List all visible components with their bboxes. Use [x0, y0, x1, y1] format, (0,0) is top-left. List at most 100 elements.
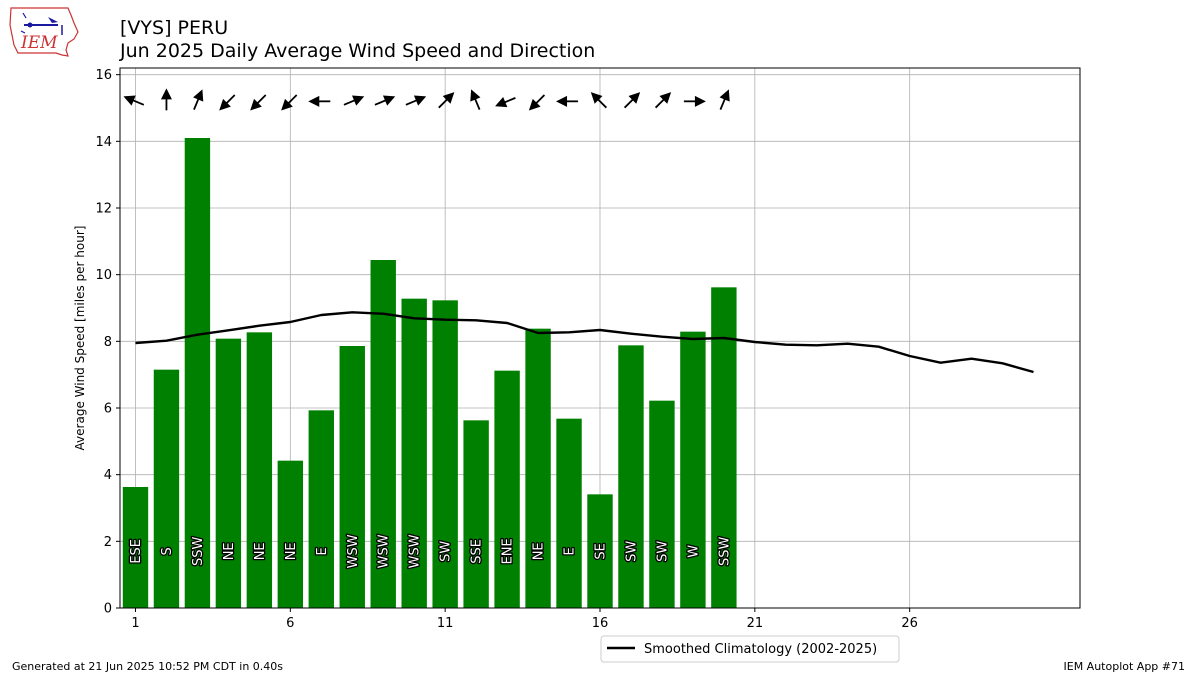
arrow-shaft: [193, 98, 200, 110]
direction-label: WSW: [408, 534, 423, 568]
bar-day-16: [587, 494, 613, 608]
arrow-head: [352, 95, 365, 106]
chart-title: [VYS] PERU: [120, 17, 229, 39]
bar-day-10: [401, 298, 427, 608]
wind-arrow-icon: [160, 88, 172, 111]
y-tick-label: 12: [95, 202, 112, 217]
footer-app: IEM Autoplot App #71: [1063, 660, 1186, 673]
bar-day-11: [432, 300, 458, 608]
legend: Smoothed Climatology (2002-2025): [600, 635, 900, 663]
arrow-shaft: [287, 94, 298, 105]
direction-label: SE: [594, 543, 609, 559]
bar-day-12: [463, 420, 489, 608]
wind-arrow-icon: [438, 92, 455, 109]
bar-day-2: [153, 369, 180, 608]
wind-arrow-icon: [219, 94, 236, 111]
arrow-head: [694, 95, 706, 107]
climatology-line-layer: [135, 311, 1034, 374]
arrow-shaft: [503, 97, 516, 104]
wind-arrow-icon: [470, 89, 481, 110]
wind-arrow-icon: [683, 95, 706, 107]
arrow-shaft: [719, 98, 726, 110]
arrow-head: [193, 89, 204, 102]
footer-generated: Generated at 21 Jun 2025 10:52 PM CDT in…: [12, 660, 284, 673]
arrow-shaft: [438, 98, 448, 109]
direction-label-layer: ESE S SSW NE NE NE E WSW WSW WSW SW SSE ENE NE E SE SW SW…: [128, 533, 734, 570]
arrow-head: [413, 95, 427, 106]
wind-arrow-icon: [308, 95, 331, 107]
direction-label: WSW: [377, 534, 392, 568]
bar-day-17: [618, 345, 644, 608]
direction-label: NE: [284, 542, 299, 560]
bar-day-13: [494, 370, 520, 608]
direction-label: E: [315, 547, 330, 555]
arrow-head: [556, 95, 568, 107]
arrow-head: [470, 89, 481, 102]
y-tick-label: 10: [95, 268, 112, 283]
bar-day-6: [277, 460, 304, 608]
climatology-line: [135, 311, 1034, 374]
wind-arrow-icon: [405, 95, 427, 106]
y-tick-label: 2: [104, 535, 112, 550]
direction-label: E: [563, 547, 578, 555]
arrow-shaft: [654, 98, 665, 109]
arrow-shaft: [474, 98, 481, 110]
arrow-layer: [123, 88, 730, 111]
direction-label: SW: [655, 541, 670, 562]
arrow-head: [160, 88, 172, 100]
direction-label: ESE: [129, 539, 144, 564]
direction-label: NE: [532, 542, 547, 560]
bar-day-19: [680, 331, 706, 608]
arrow-shaft: [535, 94, 546, 105]
direction-label: WSW: [346, 534, 361, 568]
bar-day-7: [308, 410, 334, 608]
bar-day-14: [525, 328, 551, 608]
legend-label: Smoothed Climatology (2002-2025): [644, 642, 877, 657]
arrow-head: [495, 97, 508, 108]
arrow-head: [719, 89, 730, 102]
x-tick-label: 1: [131, 616, 139, 631]
y-axis-label: Average Wind Speed [miles per hour]: [73, 226, 87, 451]
y-tick-label: 6: [104, 402, 112, 417]
bar-day-20: [711, 287, 737, 608]
bar-day-15: [556, 418, 582, 608]
bar-day-8: [339, 346, 365, 608]
arrow-head: [308, 95, 320, 107]
wind-arrow-icon: [250, 94, 267, 111]
wind-arrow-icon: [528, 94, 546, 111]
direction-label: NE: [222, 542, 237, 560]
bar-day-4: [215, 338, 242, 608]
x-tick-label: 21: [747, 616, 764, 631]
arrow-head: [382, 95, 396, 106]
bar-day-18: [649, 400, 675, 608]
y-tick-label: 0: [104, 602, 112, 617]
y-tick-label: 16: [95, 68, 112, 83]
direction-label: ENE: [501, 538, 516, 564]
arrow-shaft: [343, 99, 356, 106]
arrow-shaft: [225, 94, 236, 105]
bar-day-5: [246, 332, 273, 608]
arrow-shaft: [597, 98, 608, 109]
wind-arrow-icon: [123, 95, 145, 106]
arrow-head: [123, 95, 136, 106]
iem-logo: IEM: [8, 5, 80, 63]
y-tick-label: 4: [104, 468, 112, 483]
wind-arrow-icon: [374, 95, 396, 106]
x-tick-label: 26: [901, 616, 918, 631]
wind-arrow-icon: [193, 89, 204, 110]
chart-subtitle: Jun 2025 Daily Average Wind Speed and Di…: [120, 40, 596, 62]
wind-arrow-icon: [495, 97, 516, 108]
wind-arrow-icon: [590, 92, 608, 109]
logo-text: IEM: [20, 33, 58, 53]
direction-label: S: [160, 547, 175, 555]
arrow-shaft: [132, 99, 145, 106]
direction-label: SSW: [191, 537, 206, 567]
bar-layer: [122, 138, 737, 608]
wind-arrow-icon: [719, 89, 730, 110]
legend-box: [600, 635, 900, 663]
direction-label: NE: [253, 542, 268, 560]
wind-arrow-icon: [623, 92, 641, 109]
direction-label: SW: [624, 541, 639, 562]
